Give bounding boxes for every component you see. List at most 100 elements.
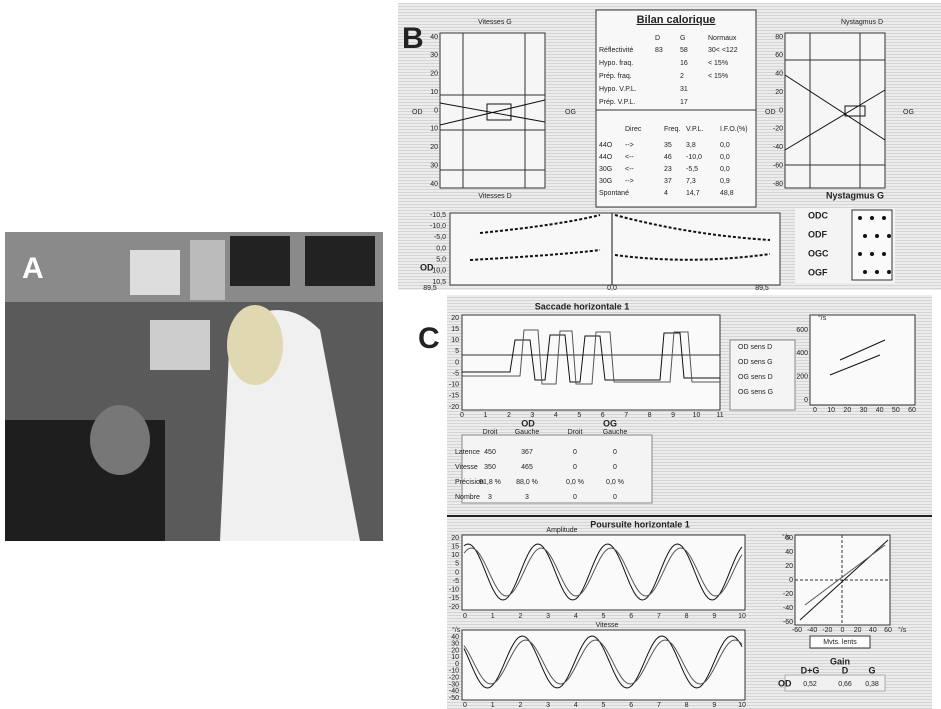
- table-header: G: [680, 35, 685, 42]
- table-cell: 0: [573, 494, 577, 501]
- table-header: I.F.O.(%): [720, 126, 748, 133]
- tick-label: 400: [796, 350, 808, 357]
- table-cell: 23: [664, 166, 672, 173]
- tick-label: 9: [671, 412, 675, 419]
- photo: [5, 232, 383, 541]
- tick-label: 0: [455, 569, 459, 576]
- table-cell: 450: [484, 449, 496, 456]
- tick-label: 20: [451, 315, 459, 322]
- table-cell: 3: [525, 494, 529, 501]
- table-cell: 0,9: [720, 178, 730, 185]
- tick-label: 6: [629, 613, 633, 620]
- unit-label: °/s: [898, 626, 907, 634]
- panel-label: B: [402, 22, 424, 55]
- tick-label: 9: [712, 702, 716, 709]
- legend-label: OGC: [808, 248, 829, 258]
- tick-label: 10: [430, 126, 438, 133]
- tick-label: 8: [685, 613, 689, 620]
- legend-label: OD sens D: [738, 344, 772, 351]
- legend-label: OD sens G: [738, 359, 773, 366]
- tick-label: -60: [792, 627, 802, 634]
- tick-label: -60: [783, 619, 793, 626]
- tick-label: 8: [648, 412, 652, 419]
- table-cell: 7,3: [686, 178, 696, 185]
- tick-label: 2: [518, 702, 522, 709]
- group-header: OD: [521, 418, 535, 428]
- tick-label: -15: [449, 393, 459, 400]
- side-label: OD: [765, 109, 776, 116]
- tick-label: -10,5: [430, 212, 446, 219]
- tick-label: 5: [602, 613, 606, 620]
- table-cell: Prép. V.P.L.: [599, 99, 635, 106]
- table-header: Gauche: [515, 429, 540, 436]
- tick-label: 4: [574, 702, 578, 709]
- table-cell: 0,0 %: [566, 479, 584, 486]
- tick-label: 7: [657, 702, 661, 709]
- table-cell: 4: [664, 190, 668, 197]
- tick-label: 60: [884, 627, 892, 634]
- table-cell: -5,5: [686, 166, 698, 173]
- tick-label: 89,5: [423, 285, 437, 292]
- tick-label: 5: [455, 561, 459, 568]
- tick-label: 60: [908, 407, 916, 414]
- tick-label: 30: [430, 52, 438, 59]
- table-cell: 0,66: [838, 681, 852, 688]
- table-cell: 350: [484, 464, 496, 471]
- table-cell: 46: [664, 154, 672, 161]
- tick-label: 1: [484, 412, 488, 419]
- side-label: OD: [412, 109, 423, 116]
- tick-label: 20: [775, 89, 783, 96]
- table-cell: 0: [613, 449, 617, 456]
- table-cell: < 15%: [708, 60, 728, 67]
- tick-label: 10: [827, 407, 835, 414]
- tick-label: -40: [773, 144, 783, 151]
- tick-label: 60: [775, 52, 783, 59]
- tick-label: -5: [453, 370, 459, 377]
- table-cell: 0,0: [720, 154, 730, 161]
- table-header: Gauche: [603, 429, 628, 436]
- table-cell: 367: [521, 449, 533, 456]
- tick-label: 10: [738, 613, 746, 620]
- legend-label: OGF: [808, 267, 828, 277]
- tick-label: 5: [602, 702, 606, 709]
- tick-label: 20: [843, 407, 851, 414]
- legend-dot: [887, 270, 891, 274]
- tick-label: -20: [783, 591, 793, 598]
- table-header: Normaux: [708, 35, 737, 42]
- legend-dot: [882, 252, 886, 256]
- tick-label: -5,0: [434, 234, 446, 241]
- tick-label: -10: [449, 382, 459, 389]
- chart-label: Nystagmus D: [841, 19, 883, 26]
- table-header: Direc: [625, 126, 642, 133]
- chart-label: Vitesses D: [478, 193, 511, 200]
- tick-label: 10: [738, 702, 746, 709]
- table-cell: OD: [778, 678, 792, 688]
- tick-label: 5: [455, 348, 459, 355]
- table-cell: 44O: [599, 142, 613, 149]
- table-cell: 88,0 %: [516, 479, 538, 486]
- tick-label: 0,0: [436, 245, 446, 252]
- tick-label: 20: [430, 144, 438, 151]
- table-cell: 31: [680, 86, 688, 93]
- tick-label: -50: [449, 695, 459, 702]
- table-cell: -->: [625, 178, 634, 185]
- tick-label: 40: [876, 407, 884, 414]
- tick-label: 20: [854, 627, 862, 634]
- unit-label: °/s: [452, 626, 461, 634]
- chart-label: Nystagmus G: [826, 190, 884, 200]
- chart-label: Vitesses G: [478, 19, 512, 26]
- tick-label: 30: [430, 162, 438, 169]
- tick-label: 0: [455, 359, 459, 366]
- tick-label: 15: [451, 543, 459, 550]
- tick-label: 0: [434, 107, 438, 114]
- tick-label: 7: [657, 613, 661, 620]
- legend-dot: [863, 234, 867, 238]
- table-cell: 0: [573, 464, 577, 471]
- table-header: V.P.L.: [686, 126, 704, 133]
- tick-label: 40: [430, 181, 438, 188]
- table-cell: <--: [625, 166, 634, 173]
- table-cell: 30G: [599, 166, 612, 173]
- table-cell: 2: [680, 73, 684, 80]
- tick-label: -60: [773, 162, 783, 169]
- panel-label: C: [418, 322, 440, 355]
